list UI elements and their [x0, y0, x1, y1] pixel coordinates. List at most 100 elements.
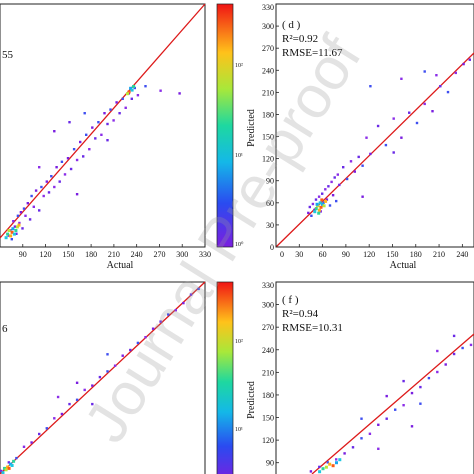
data-point-bottom-left [197, 287, 200, 291]
data-point-top-left [144, 85, 147, 88]
y-ticks-bottom-right: 90 120 150 180 210 240 270 300 330 [262, 281, 279, 468]
data-point-top-left [85, 133, 88, 136]
colorbar-bottom: 10² 10¹ [216, 281, 243, 474]
data-point-bottom-left [91, 384, 94, 387]
dense-point-top-left [6, 232, 10, 236]
data-point-bottom-left [45, 427, 48, 430]
data-point-bottom-right [402, 379, 405, 383]
r2-text-f: R²=0.94 [282, 308, 319, 320]
data-point-bottom-left [75, 381, 79, 384]
dense-point-bottom-right [321, 467, 325, 471]
dense-point-top-right [317, 211, 321, 215]
data-point-top-right [454, 71, 457, 75]
x-tick-label-top-right: 60 [319, 250, 327, 259]
data-point-top-left [178, 92, 181, 95]
data-point-top-left [12, 220, 15, 223]
data-point-top-right [361, 195, 364, 198]
data-point-bottom-right [343, 452, 346, 455]
data-point-top-right [423, 102, 426, 106]
panel-top-right: ( d ) R²=0.92 RMSE=11.67 0 30 60 90 120 150 18… [246, 3, 474, 271]
data-point-top-right [353, 170, 356, 173]
y-tick-label-bottom-right: 120 [262, 436, 274, 445]
data-point-bottom-left [30, 441, 33, 444]
dense-point-top-right [320, 198, 324, 202]
dense-point-bottom-left [12, 459, 16, 463]
x-tick-label-top-right: 240 [456, 250, 468, 259]
identity-line-bottom-left [0, 281, 206, 474]
data-point-top-right [336, 173, 339, 176]
data-point-bottom-left [22, 445, 26, 448]
colorbar-top-bar [216, 3, 234, 248]
y-tick-label-top-right: 210 [262, 88, 274, 97]
data-point-top-left [13, 225, 17, 228]
y-tick-label-top-right: 120 [262, 155, 274, 164]
data-point-top-right [307, 211, 310, 215]
data-point-top-right [330, 180, 333, 184]
data-point-top-right [322, 201, 325, 204]
dense-point-top-right [322, 204, 326, 208]
x-tick-label-top-right: 210 [433, 250, 445, 259]
data-point-top-right [325, 198, 329, 201]
dense-point-top-left [10, 230, 14, 234]
data-point-top-left [55, 166, 58, 169]
data-point-bottom-left [75, 398, 79, 401]
dense-point-bottom-left [4, 468, 8, 472]
colorbar-bottom-bar [216, 281, 234, 474]
data-point-top-left [106, 122, 109, 126]
data-point-bottom-right [394, 408, 397, 411]
data-point-top-left [26, 202, 29, 205]
x-tick-label-top-right: 0 [280, 250, 284, 259]
data-point-bottom-left [106, 353, 109, 356]
data-point-top-left [75, 158, 79, 162]
data-point-bottom-left [106, 370, 109, 373]
y-tick-label-bottom-right: 330 [262, 281, 274, 290]
x-tick-label-top-right: 180 [410, 250, 422, 259]
dense-point-bottom-right [318, 470, 322, 474]
data-point-top-left [50, 175, 53, 178]
data-point-top-left [34, 189, 38, 192]
data-point-top-left [45, 180, 48, 183]
data-point-top-left [40, 185, 43, 189]
identity-line-top-left [0, 3, 206, 239]
scatter-points-bottom-left [0, 287, 200, 474]
data-point-top-left [28, 218, 32, 221]
dense-point-top-left [14, 229, 18, 232]
data-point-bottom-left [0, 469, 3, 473]
data-point-top-right [361, 164, 364, 167]
data-point-bottom-right [335, 458, 338, 461]
dense-point-bottom-left [10, 464, 14, 467]
panel-bottom-right: ( f ) R²=0.94 RMSE=10.31 90 120 150 180 210 2… [246, 281, 474, 474]
data-point-top-left [121, 97, 124, 100]
dense-point-top-right [318, 201, 322, 205]
dense-point-top-left [12, 232, 16, 236]
dense-point-top-left [132, 85, 136, 88]
data-point-top-right [392, 117, 395, 120]
data-point-bottom-right [385, 394, 388, 398]
data-point-top-right [328, 204, 332, 207]
dense-point-bottom-left [1, 471, 5, 474]
data-point-top-left [100, 133, 103, 136]
y-tick-label-bottom-right: 300 [262, 301, 274, 310]
y-tick-label-top-right: 90 [266, 177, 274, 186]
data-point-top-right [462, 62, 465, 66]
data-point-bottom-right [410, 425, 414, 428]
data-point-top-right [415, 121, 419, 125]
data-point-bottom-left [189, 293, 193, 296]
x-tick-label-top-left: 90 [19, 250, 27, 259]
data-point-top-left [79, 140, 82, 144]
data-point-top-left [58, 180, 61, 183]
y-tick-label-bottom-right: 150 [262, 414, 274, 423]
data-point-bottom-right [461, 346, 464, 350]
data-point-top-left [53, 185, 56, 189]
data-point-top-left [109, 108, 112, 111]
data-point-top-left [69, 167, 73, 171]
data-point-top-left [68, 121, 71, 124]
data-point-top-right [468, 58, 471, 61]
dense-point-bottom-left [7, 466, 11, 470]
dense-point-top-right [317, 208, 321, 212]
x-tick-label-top-right: 150 [386, 250, 398, 259]
data-point-top-left [21, 227, 24, 230]
data-point-top-right [384, 143, 388, 147]
data-point-bottom-right [452, 334, 456, 338]
